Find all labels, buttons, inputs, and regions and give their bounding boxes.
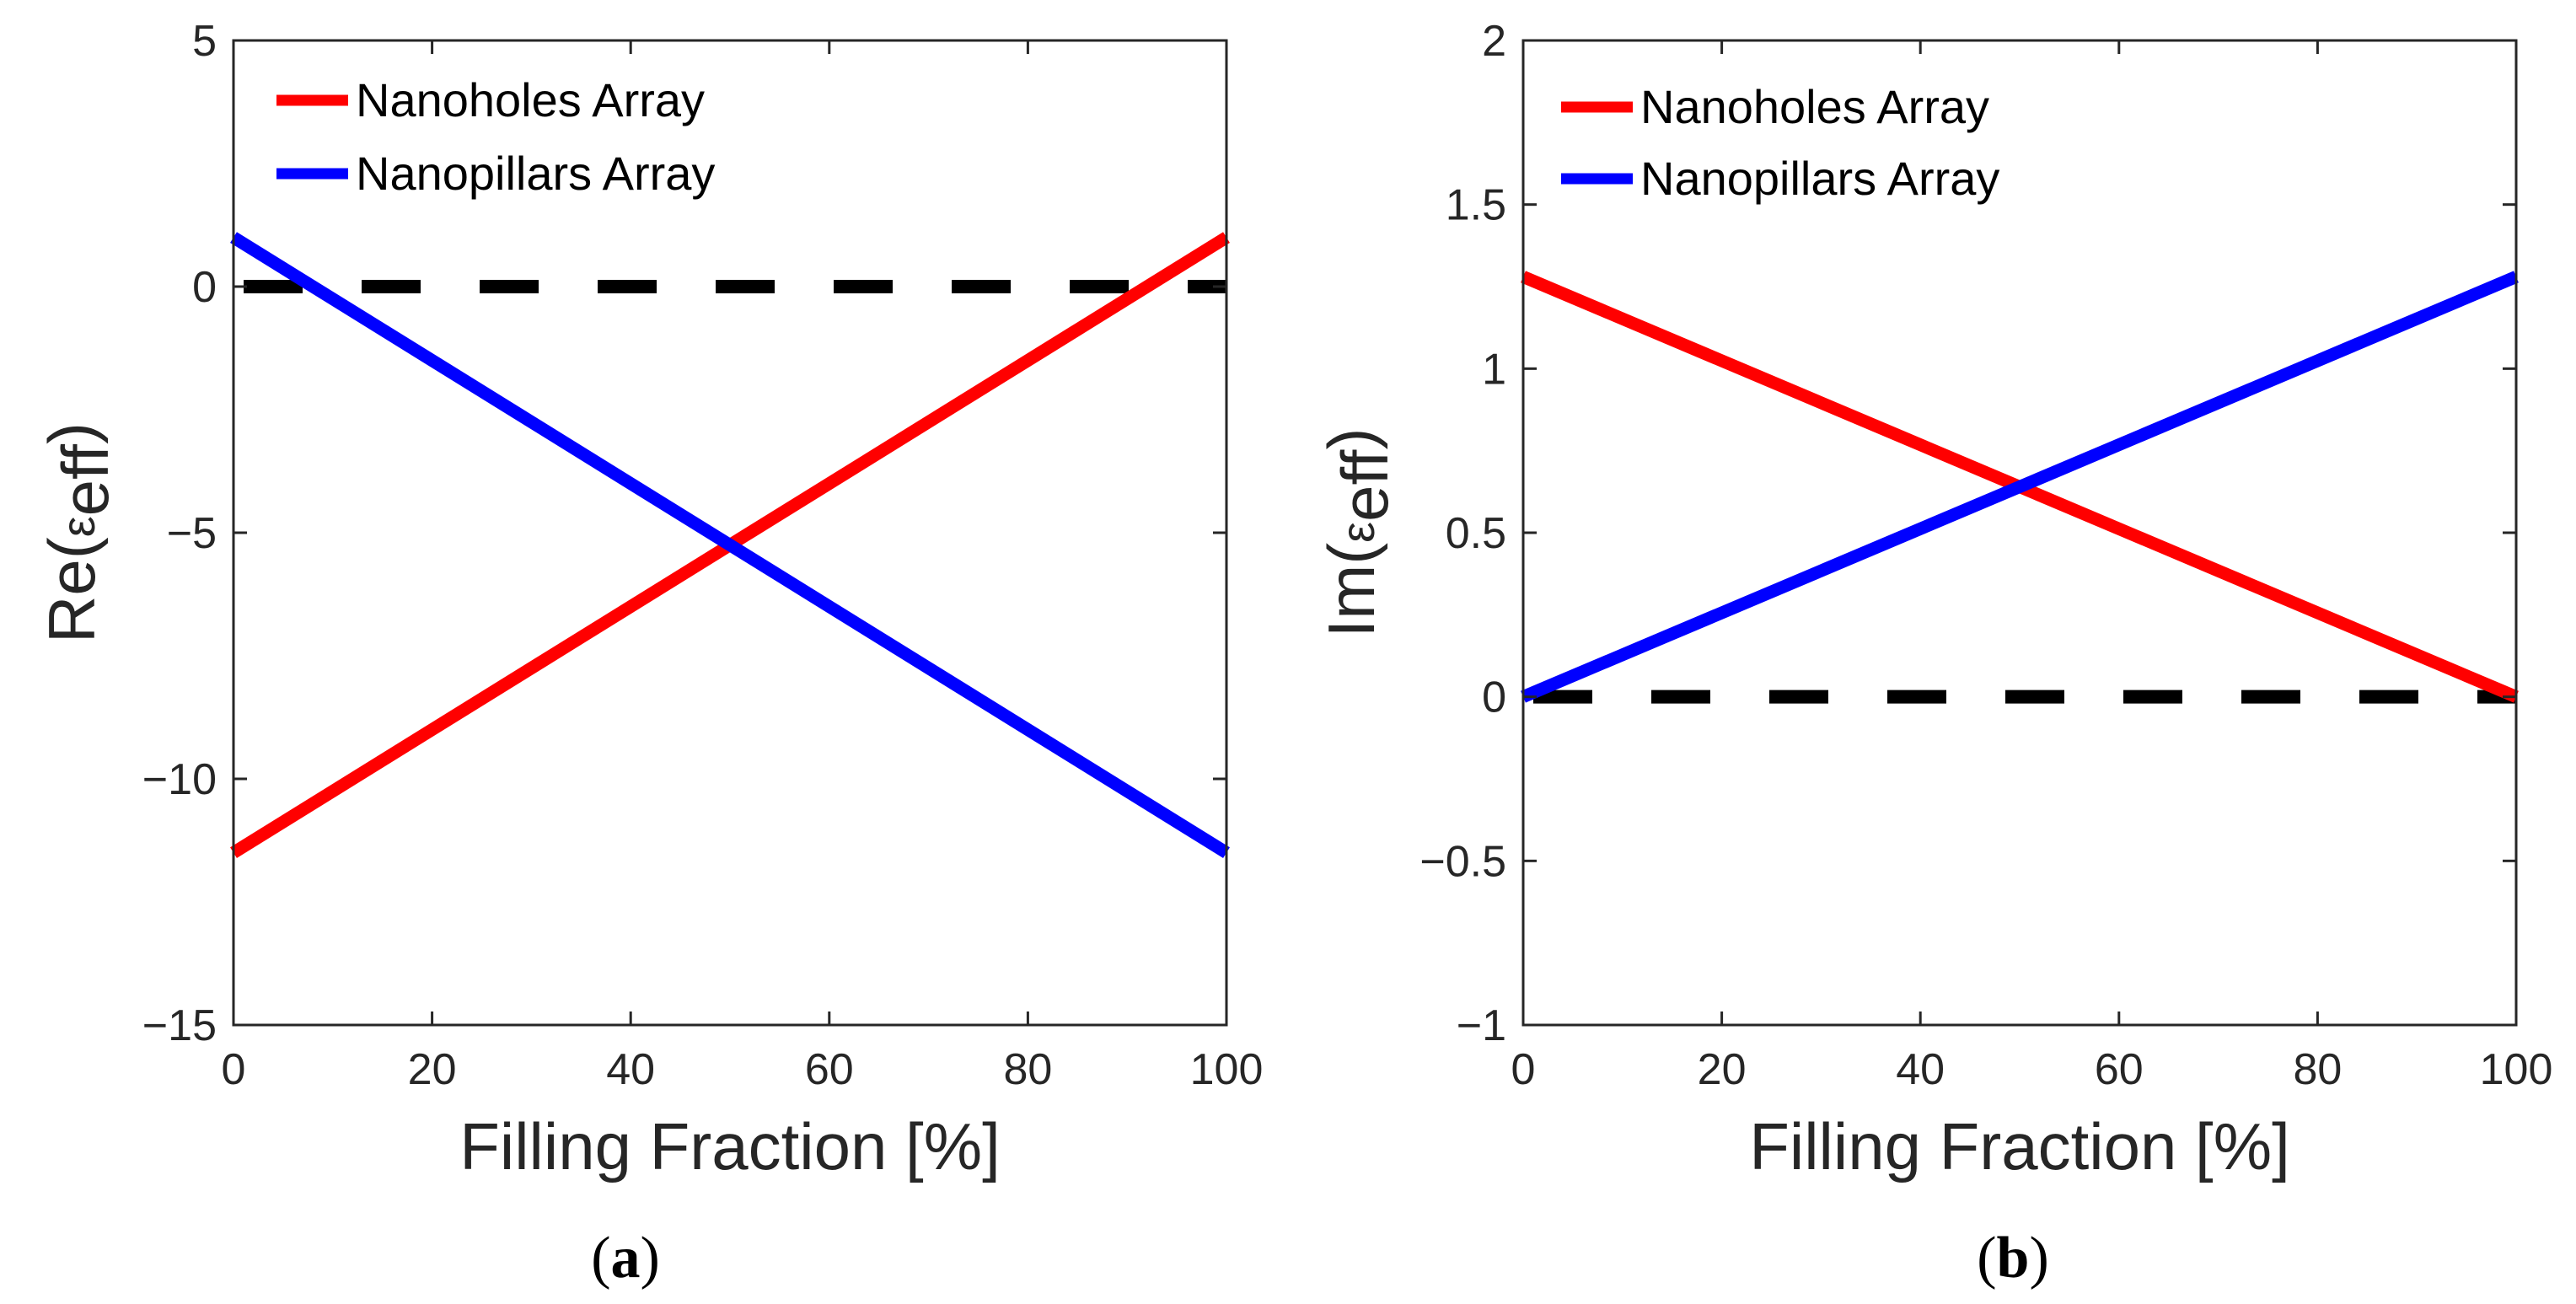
- panel-b-legend-label-nanoholes: Nanoholes Array: [1640, 80, 1989, 133]
- panel-b-series-nanopillars-line: [1521, 271, 2519, 703]
- panel-a-caption-open: (: [591, 1226, 610, 1291]
- panel-a-plot-area: [230, 232, 1230, 858]
- panel-a-caption-letter: a: [611, 1226, 641, 1291]
- panel-b-x-tick-label: 80: [2293, 1045, 2342, 1094]
- panel-a-y-axis-label-symbol: ε: [51, 516, 105, 537]
- panel-b-caption-open: (: [1977, 1226, 1996, 1291]
- panel-b-y-tick-label: 2: [1482, 17, 1506, 66]
- panel-b-y-axis-label-main: Im(: [1314, 543, 1388, 638]
- panel-b-x-tick-label: 20: [1698, 1045, 1747, 1094]
- panel-b-x-tick-label: 100: [2480, 1045, 2553, 1094]
- panel-b-x-tick-label: 60: [2095, 1045, 2144, 1094]
- panel-b-y-tick-label: 0.5: [1446, 509, 1506, 558]
- panel-a-y-tick-label: −15: [142, 1001, 217, 1050]
- panel-b-x-tick-label: 0: [1511, 1045, 1536, 1094]
- panel-a-y-axis-label-subscript: eff: [48, 444, 122, 517]
- panel-a-x-tick-label: 60: [805, 1045, 854, 1094]
- panel-a-y-tick-label: −5: [167, 509, 217, 558]
- panel-a-x-axis-label: Filling Fraction [%]: [459, 1109, 1001, 1183]
- panel-b-caption-letter: b: [1997, 1226, 2030, 1291]
- panel-b-y-tick-label: 1: [1482, 345, 1506, 394]
- panel-b-y-tick-label: 1.5: [1446, 181, 1506, 230]
- panel-b-plot-area: [1521, 271, 2519, 704]
- panel-a-y-axis-label-close: ): [35, 422, 109, 444]
- panel-b-y-axis-label-close: ): [1314, 428, 1388, 450]
- panel-a-caption-close: ): [641, 1226, 660, 1291]
- panel-b-caption: (b): [1977, 1226, 2049, 1291]
- panel-b-caption-close: ): [2029, 1226, 2048, 1291]
- panel-a-x-tick-label: 0: [222, 1045, 246, 1094]
- panel-a-y-tick-label: 0: [192, 263, 217, 312]
- panel-a-y-axis-label-main: Re(: [35, 537, 109, 643]
- panel-a-legend: Nanoholes Array Nanopillars Array: [276, 73, 715, 200]
- panel-b-x-axis-label: Filling Fraction [%]: [1749, 1109, 2290, 1183]
- panel-b-y-axis-label-subscript: eff: [1328, 449, 1402, 522]
- panel-a: 0 20 40 60 80 100 −15 −10 −5 0 5 Filling Fraction …: [35, 17, 1263, 1291]
- panel-a-x-tick-label: 80: [1003, 1045, 1052, 1094]
- panel-a-y-tick-label: −10: [142, 755, 217, 804]
- panel-b-y-tick-label: −1: [1457, 1001, 1506, 1050]
- panel-a-x-tick-label: 100: [1190, 1045, 1264, 1094]
- panel-a-y-tick-label: 5: [192, 17, 217, 66]
- panel-a-y-axis-label: Re(εeff): [35, 422, 122, 643]
- panel-b-legend-label-nanopillars: Nanopillars Array: [1640, 152, 1999, 205]
- panel-a-legend-label-nanoholes: Nanoholes Array: [356, 73, 705, 126]
- panel-a-legend-label-nanopillars: Nanopillars Array: [356, 147, 715, 200]
- panel-b-ticks: 0 20 40 60 80 100 −1 −0.5 0 0.5 1 1.5 2: [1419, 17, 2552, 1094]
- panel-b-y-axis-label-symbol: ε: [1331, 522, 1384, 543]
- panel-b-x-tick-label: 40: [1896, 1045, 1945, 1094]
- panel-a-caption: (a): [591, 1226, 660, 1291]
- panel-a-series-nanopillars-line: [230, 232, 1230, 858]
- panel-b-y-tick-label: 0: [1482, 673, 1506, 722]
- panel-b-legend: Nanoholes Array Nanopillars Array: [1561, 80, 1999, 205]
- panel-a-x-tick-label: 20: [408, 1045, 457, 1094]
- panel-b-y-axis-label: Im(εeff): [1314, 428, 1402, 638]
- panel-b-y-tick-label: −0.5: [1419, 837, 1506, 886]
- panel-b: 0 20 40 60 80 100 −1 −0.5 0 0.5 1 1.5 2 Filling Frac…: [1314, 17, 2552, 1291]
- panel-a-x-tick-label: 40: [606, 1045, 655, 1094]
- panel-a-ticks: 0 20 40 60 80 100 −15 −10 −5 0 5: [142, 17, 1264, 1094]
